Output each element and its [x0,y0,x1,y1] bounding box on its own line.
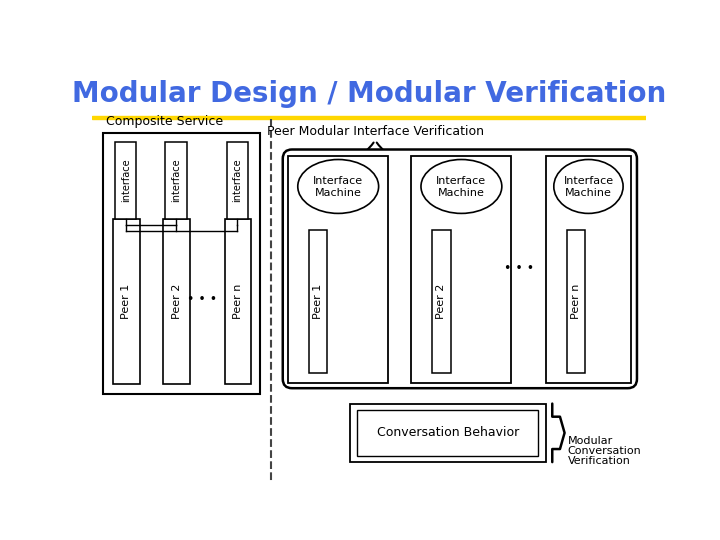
Bar [309,231,328,373]
Text: Modular: Modular [567,436,613,446]
Bar [432,231,451,373]
Text: interface: interface [121,158,131,202]
Bar [115,142,137,219]
Bar [288,156,388,383]
Text: Conversation: Conversation [567,446,642,456]
Text: Peer 2: Peer 2 [436,284,446,319]
Text: Peer 1: Peer 1 [122,284,132,319]
Text: Machine: Machine [315,188,361,198]
Text: Peer n: Peer n [571,284,581,319]
Text: Peer 2: Peer 2 [171,284,181,319]
Text: Interface: Interface [436,176,487,186]
Bar [546,156,631,383]
FancyBboxPatch shape [283,150,637,388]
Ellipse shape [554,159,623,213]
Ellipse shape [421,159,502,213]
Text: Conversation Behavior: Conversation Behavior [377,427,519,440]
Bar [357,410,539,456]
Bar [567,231,585,373]
Bar [113,219,140,384]
Text: Modular Design / Modular Verification: Modular Design / Modular Verification [72,80,666,108]
Text: interface: interface [171,158,181,202]
Text: • • •: • • • [187,293,217,306]
Bar [102,132,261,394]
Bar [225,219,251,384]
Text: interface: interface [233,158,243,202]
Text: Composite Service: Composite Service [106,115,222,128]
Text: Machine: Machine [565,188,612,198]
Bar [165,142,186,219]
Text: Machine: Machine [438,188,485,198]
Bar [163,219,189,384]
Text: Verification: Verification [567,456,631,465]
Text: Peer Modular Interface Verification: Peer Modular Interface Verification [266,125,484,138]
Bar [227,142,248,219]
Bar [92,117,647,119]
Bar [411,156,511,383]
Text: Peer n: Peer n [233,284,243,319]
Text: Interface: Interface [313,176,364,186]
Text: Peer 1: Peer 1 [313,284,323,319]
Text: • • •: • • • [504,262,534,275]
Ellipse shape [298,159,379,213]
Bar [350,403,546,462]
Text: Interface: Interface [563,176,613,186]
